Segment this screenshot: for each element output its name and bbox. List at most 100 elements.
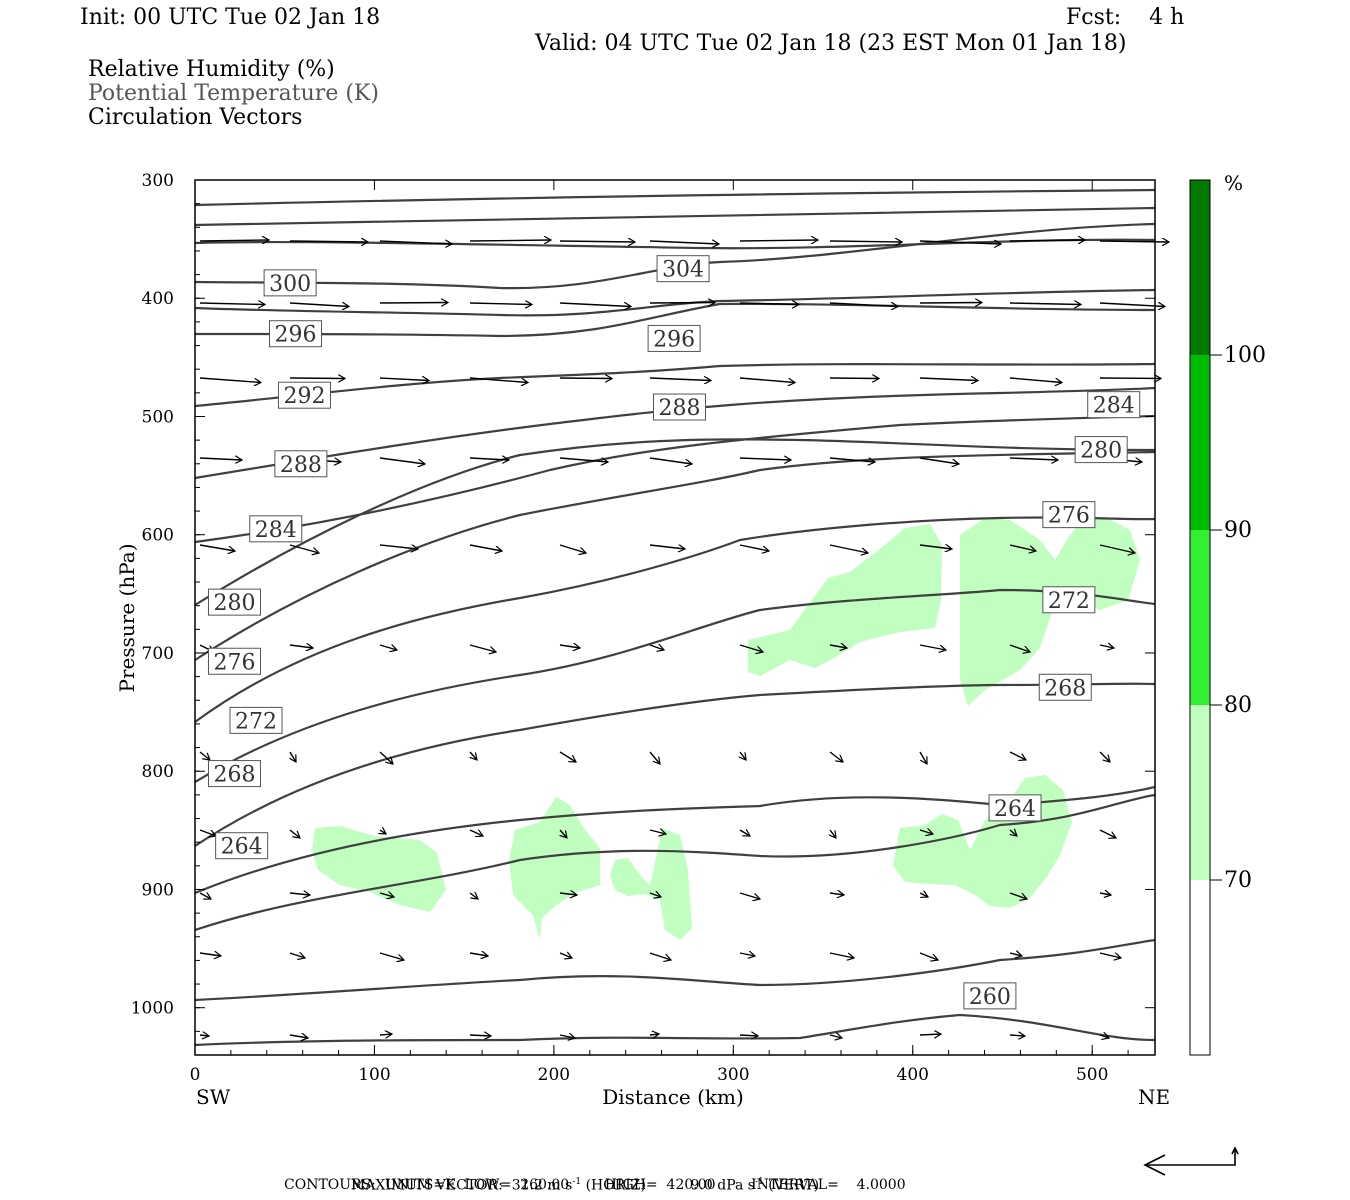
y-tick-label: 400 bbox=[142, 289, 174, 309]
wind-vector bbox=[739, 240, 818, 241]
rh-area-1 bbox=[748, 524, 942, 676]
x-right-end-label: NE bbox=[1138, 1085, 1170, 1109]
rh-area-6 bbox=[893, 775, 1072, 908]
max-horiz-unit: (HORIZ) bbox=[585, 1177, 646, 1194]
wind-vector bbox=[1009, 1035, 1025, 1036]
wind-vector bbox=[829, 303, 898, 307]
wind-vector bbox=[739, 303, 799, 305]
wind-vector bbox=[469, 544, 502, 551]
contour-line bbox=[195, 302, 1155, 338]
wind-vector bbox=[469, 644, 496, 652]
init-time: Init: 00 UTC Tue 02 Jan 18 bbox=[80, 5, 381, 30]
wind-vector bbox=[649, 303, 715, 304]
contour-line bbox=[195, 938, 1155, 1002]
wind-vector bbox=[289, 1035, 308, 1038]
theta-contours bbox=[195, 188, 1155, 1047]
wind-vector bbox=[649, 645, 664, 650]
wind-vector bbox=[469, 377, 528, 383]
colorbar-label-70: 70 bbox=[1224, 868, 1252, 893]
wind-vector bbox=[199, 240, 269, 241]
wind-vector bbox=[829, 952, 854, 958]
wind-vector bbox=[1010, 830, 1017, 836]
wind-vector bbox=[739, 544, 769, 551]
wind-vector bbox=[919, 545, 952, 549]
wind-vector bbox=[199, 893, 211, 899]
wind-vector bbox=[919, 952, 938, 960]
contour-label-box bbox=[207, 647, 261, 675]
wind-vector bbox=[289, 645, 313, 648]
wind-vector bbox=[739, 644, 763, 652]
contour-label: 280 bbox=[1080, 439, 1122, 464]
wind-vector bbox=[559, 378, 612, 379]
wind-vector bbox=[829, 645, 847, 648]
wind-vector bbox=[559, 303, 631, 307]
wind-vector bbox=[649, 1034, 659, 1035]
wind-vector bbox=[199, 829, 216, 836]
contour-line bbox=[195, 362, 1155, 408]
x-tick-label: 0 bbox=[190, 1065, 201, 1085]
y-tick-label: 600 bbox=[142, 526, 174, 546]
contour-label-box bbox=[1042, 501, 1096, 529]
contour-label-box bbox=[1038, 673, 1092, 701]
contour-label-box bbox=[207, 588, 261, 616]
contour-label-box bbox=[1042, 586, 1096, 614]
wind-vector bbox=[919, 751, 927, 764]
wind-vector bbox=[649, 545, 685, 549]
wind-vector bbox=[649, 241, 719, 244]
wind-vector bbox=[1099, 952, 1121, 958]
wind-vector bbox=[829, 751, 843, 762]
wind-vector bbox=[469, 953, 488, 956]
contour-label: 288 bbox=[658, 396, 700, 421]
forecast-hour: Fcst: 4 h bbox=[1066, 5, 1185, 30]
contour-label-box bbox=[263, 269, 317, 297]
colorbar-label-100: 100 bbox=[1224, 343, 1266, 368]
contour-label: 272 bbox=[235, 709, 277, 734]
wind-vector bbox=[469, 829, 483, 836]
wind-vector bbox=[919, 644, 946, 650]
wind-vector bbox=[469, 303, 532, 305]
wind-vector bbox=[829, 544, 868, 553]
wind-vector bbox=[289, 544, 319, 553]
wind-vector bbox=[1099, 893, 1111, 895]
wind-vector bbox=[289, 893, 310, 895]
y-axis-title: Pressure (hPa) bbox=[115, 544, 139, 693]
contour-line bbox=[195, 206, 1155, 227]
contour-label: 284 bbox=[255, 518, 297, 543]
y-tick-label: 800 bbox=[142, 762, 174, 782]
rh-area-3 bbox=[312, 826, 446, 912]
wind-vector bbox=[380, 830, 386, 834]
contour-label: 304 bbox=[662, 258, 704, 283]
wind-vector bbox=[1009, 953, 1022, 956]
x-axis-title: Distance (km) bbox=[602, 1085, 744, 1109]
wind-vector bbox=[559, 457, 608, 462]
wind-vector bbox=[649, 952, 671, 960]
y-tick-label: 500 bbox=[142, 407, 174, 427]
wind-vector bbox=[739, 830, 750, 836]
contour-line bbox=[195, 1013, 1155, 1047]
wind-vector bbox=[649, 457, 692, 464]
wind-vector bbox=[1099, 544, 1135, 553]
colorbar: % 100 90 80 70 bbox=[1189, 171, 1266, 1056]
wind-vector bbox=[559, 751, 576, 762]
wind-vector bbox=[739, 1035, 758, 1036]
wind-vector bbox=[559, 544, 586, 553]
wind-vector bbox=[649, 751, 660, 764]
wind-vector bbox=[379, 457, 425, 464]
contour-label: 300 bbox=[269, 272, 311, 297]
contour-label-box bbox=[249, 515, 303, 543]
field-relative-humidity: Relative Humidity (%) bbox=[88, 57, 335, 82]
contour-label-box bbox=[1087, 391, 1141, 419]
wind-vector bbox=[469, 893, 478, 899]
wind-vector bbox=[1099, 241, 1169, 242]
wind-vector bbox=[739, 458, 791, 460]
wind-vector bbox=[289, 378, 345, 379]
contour-line bbox=[195, 188, 1155, 207]
wind-vector bbox=[740, 751, 746, 760]
contour-labels: 300 296 292 288 284 280 276 272 268 264 304 296 288 2… bbox=[207, 255, 1141, 1010]
contour-label-box bbox=[647, 324, 701, 352]
wind-vector bbox=[829, 378, 879, 379]
wind-vector bbox=[1009, 240, 1085, 241]
wind-vector bbox=[379, 303, 448, 304]
wind-vector bbox=[829, 241, 902, 242]
wind-vector bbox=[1009, 458, 1058, 460]
